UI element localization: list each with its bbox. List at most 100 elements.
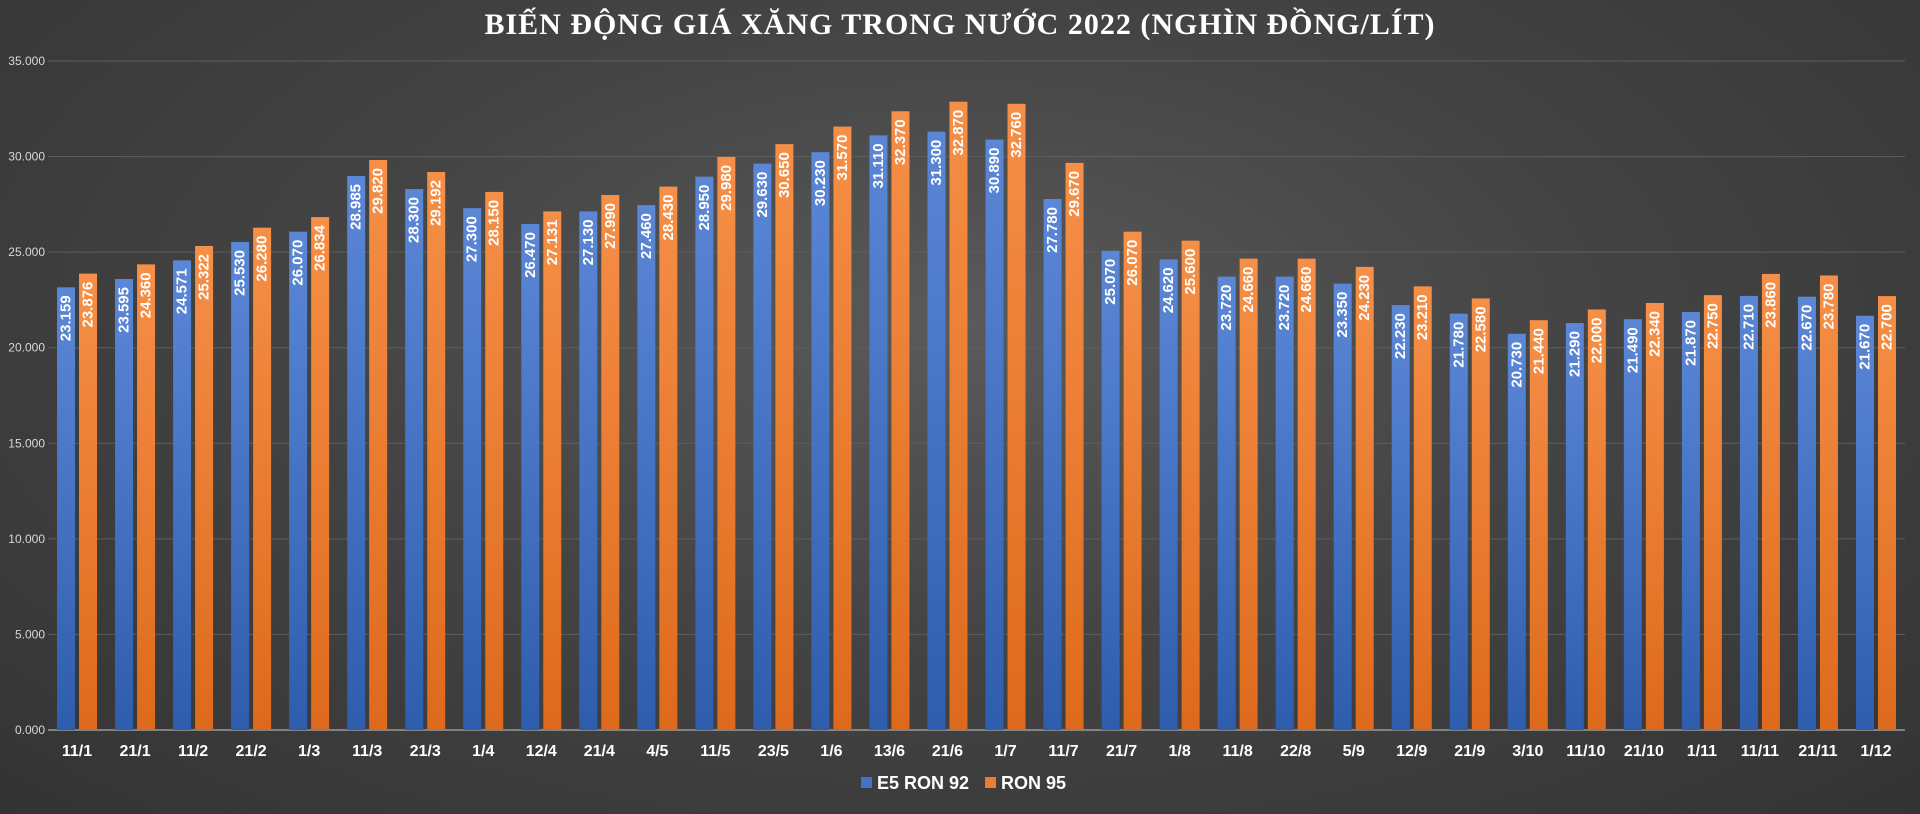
bar-ron95 bbox=[137, 264, 156, 730]
data-label: 22.670 bbox=[1798, 305, 1815, 351]
bar-ron95 bbox=[369, 160, 388, 731]
bar-ron95 bbox=[1297, 258, 1316, 730]
data-label: 32.760 bbox=[1008, 112, 1025, 158]
data-label: 26.470 bbox=[522, 232, 539, 278]
bar-e5-ron92 bbox=[579, 211, 598, 730]
data-label: 25.530 bbox=[232, 250, 249, 296]
data-label: 29.980 bbox=[718, 165, 735, 211]
y-tick-label: 35.000 bbox=[8, 54, 45, 68]
data-label: 28.985 bbox=[348, 184, 365, 230]
data-label: 21.780 bbox=[1450, 322, 1467, 368]
bar-ron95 bbox=[891, 111, 910, 730]
data-label: 26.834 bbox=[312, 224, 329, 271]
data-label: 24.620 bbox=[1160, 267, 1177, 313]
data-label: 24.230 bbox=[1356, 275, 1373, 321]
data-label: 21.670 bbox=[1856, 324, 1873, 370]
data-label: 28.950 bbox=[696, 185, 713, 231]
y-tick-label: 25.000 bbox=[8, 245, 45, 259]
bar-ron95 bbox=[833, 126, 852, 730]
bar-ron95 bbox=[1877, 296, 1896, 730]
bar-e5-ron92 bbox=[463, 208, 482, 730]
x-tick-label: 1/4 bbox=[472, 743, 494, 760]
bar-e5-ron92 bbox=[289, 231, 308, 731]
data-label: 24.660 bbox=[1298, 267, 1315, 313]
data-label: 22.230 bbox=[1392, 313, 1409, 359]
y-tick-label: 20.000 bbox=[8, 341, 45, 355]
x-tick-label: 11/10 bbox=[1566, 743, 1605, 760]
x-tick-label: 21/7 bbox=[1106, 743, 1137, 760]
x-axis: 11/1 21/1 11/2 21/2 1/3 11/3 21/3 1/4 12/4 21/4 4/… bbox=[62, 743, 1892, 760]
data-label: 32.370 bbox=[892, 119, 909, 165]
bar-e5-ron92 bbox=[753, 163, 772, 731]
bar-ron95 bbox=[1007, 103, 1026, 731]
bar-ron95 bbox=[543, 211, 562, 731]
data-label: 28.150 bbox=[486, 200, 503, 246]
bar-e5-ron92 bbox=[1507, 333, 1526, 730]
y-tick-label: 5.000 bbox=[15, 627, 45, 641]
bar-ron95 bbox=[949, 101, 968, 730]
data-label: 21.290 bbox=[1566, 331, 1583, 377]
data-label: 27.460 bbox=[638, 213, 655, 259]
data-label: 25.322 bbox=[196, 254, 213, 300]
x-tick-label: 11/7 bbox=[1048, 743, 1078, 760]
x-tick-label: 21/3 bbox=[410, 743, 441, 760]
x-tick-label: 11/11 bbox=[1741, 743, 1779, 760]
data-label: 29.820 bbox=[370, 168, 387, 214]
data-label: 27.990 bbox=[602, 203, 619, 249]
data-label: 27.300 bbox=[464, 216, 481, 262]
x-tick-label: 22/8 bbox=[1280, 743, 1311, 760]
x-tick-label: 21/1 bbox=[119, 743, 150, 760]
bar-e5-ron92 bbox=[1855, 315, 1874, 730]
x-tick-label: 21/11 bbox=[1798, 743, 1837, 760]
x-tick-label: 1/3 bbox=[298, 743, 320, 760]
bar-ron95 bbox=[195, 245, 214, 731]
data-label: 20.730 bbox=[1508, 342, 1525, 388]
x-tick-label: 21/4 bbox=[584, 743, 615, 760]
y-tick-label: 10.000 bbox=[8, 532, 45, 546]
bar-e5-ron92 bbox=[115, 278, 134, 730]
bar-e5-ron92 bbox=[1449, 313, 1468, 730]
bar-e5-ron92 bbox=[1101, 250, 1120, 730]
data-label: 21.870 bbox=[1682, 320, 1699, 366]
data-label: 29.192 bbox=[428, 180, 445, 226]
bar-e5-ron92 bbox=[1159, 259, 1178, 730]
x-tick-label: 21/6 bbox=[932, 743, 963, 760]
data-label: 22.750 bbox=[1704, 303, 1721, 349]
data-label: 28.300 bbox=[406, 197, 423, 243]
bar-e5-ron92 bbox=[1681, 311, 1700, 730]
bar-ron95 bbox=[1761, 273, 1780, 730]
bar-ron95 bbox=[485, 191, 504, 730]
data-label: 29.670 bbox=[1066, 171, 1083, 217]
x-tick-label: 4/5 bbox=[646, 743, 668, 760]
y-tick-label: 0.000 bbox=[15, 723, 45, 737]
bar-e5-ron92 bbox=[1275, 276, 1294, 730]
data-label: 22.000 bbox=[1588, 317, 1605, 363]
legend: E5 RON 92 RON 95 bbox=[861, 773, 1066, 793]
bar-ron95 bbox=[659, 186, 678, 730]
data-label: 23.876 bbox=[80, 282, 97, 328]
bar-ron95 bbox=[775, 144, 794, 730]
bar-ron95 bbox=[79, 273, 98, 730]
bar-e5-ron92 bbox=[1623, 319, 1642, 730]
data-label: 27.130 bbox=[580, 219, 597, 265]
data-label: 24.660 bbox=[1240, 267, 1257, 313]
bar-ron95 bbox=[1181, 240, 1200, 730]
data-label: 24.360 bbox=[138, 272, 155, 318]
data-label: 23.159 bbox=[58, 295, 75, 341]
x-tick-label: 11/1 bbox=[62, 743, 92, 760]
bar-e5-ron92 bbox=[985, 139, 1004, 731]
data-label: 31.570 bbox=[834, 135, 851, 181]
bar-e5-ron92 bbox=[347, 175, 366, 731]
bars bbox=[57, 101, 1896, 731]
data-label: 28.430 bbox=[660, 195, 677, 241]
bar-ron95 bbox=[1413, 286, 1432, 730]
bar-ron95 bbox=[253, 227, 272, 730]
x-tick-label: 11/2 bbox=[178, 743, 208, 760]
data-label: 30.890 bbox=[986, 148, 1003, 194]
data-label: 23.720 bbox=[1218, 285, 1235, 331]
x-tick-label: 11/8 bbox=[1223, 743, 1253, 760]
chart-title: BIẾN ĐỘNG GIÁ XĂNG TRONG NƯỚC 2022 (NGHÌ… bbox=[484, 8, 1436, 41]
data-label: 23.720 bbox=[1276, 285, 1293, 331]
x-tick-label: 12/9 bbox=[1396, 743, 1427, 760]
